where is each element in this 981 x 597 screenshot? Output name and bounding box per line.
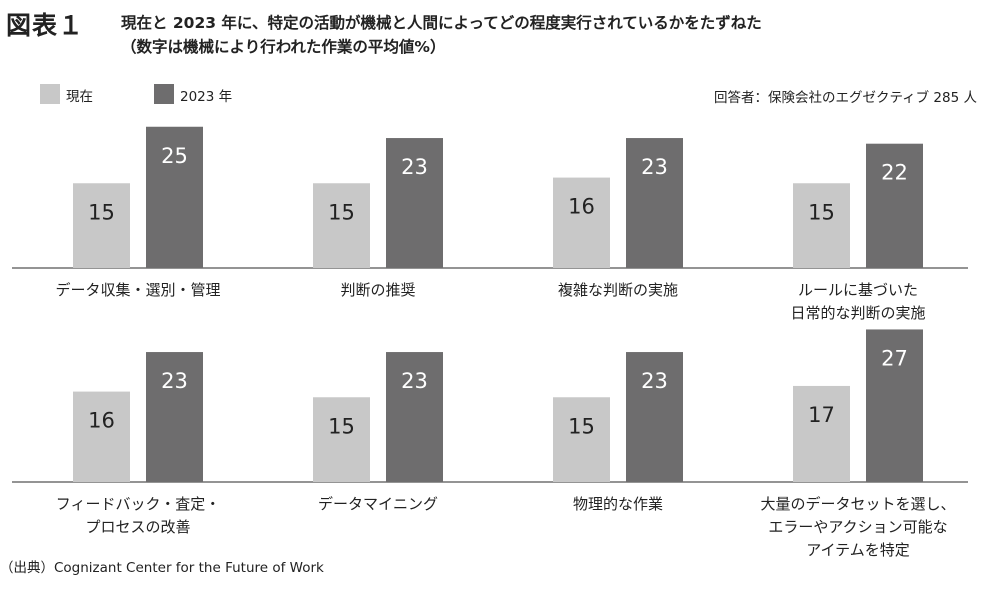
chart-title: 現在と 2023 年に、特定の活動が機械と人間によってどの程度実行されているかを…: [121, 11, 981, 59]
bar-current-2: [313, 183, 370, 268]
category-label-5-line-2: プロセスの改善: [85, 518, 190, 536]
bar-future-1: [146, 126, 203, 268]
bar-current-5: [73, 391, 130, 482]
bar-current-4: [793, 183, 850, 268]
category-label-8-line-2: エラーやアクション可能な: [768, 518, 947, 536]
category-label-5-line-1: フィードバック・査定・: [56, 495, 220, 513]
bar-current-3: [553, 177, 610, 268]
legend-label-future: 2023 年: [180, 89, 233, 105]
bar-current-1: [73, 183, 130, 268]
data-label-future-2: 23: [401, 155, 428, 179]
bar-future-8: [866, 329, 923, 482]
legend-swatch-current: [40, 84, 60, 104]
data-label-current-4: 15: [808, 200, 835, 224]
data-label-current-3: 16: [568, 195, 595, 219]
data-label-future-8: 27: [881, 346, 908, 370]
data-label-current-5: 16: [88, 409, 115, 433]
data-label-current-6: 15: [328, 414, 355, 438]
bar-current-8: [793, 385, 850, 482]
data-label-future-7: 23: [641, 369, 668, 393]
category-label-3: 複雑な判断の実施: [558, 281, 678, 299]
bar-future-7: [626, 352, 683, 482]
header: 図表１ 現在と 2023 年に、特定の活動が機械と人間によってどの程度実行されて…: [6, 4, 981, 60]
figure-label: 図表１: [6, 11, 85, 40]
bar-current-7: [553, 397, 610, 482]
data-label-current-1: 15: [88, 200, 115, 224]
data-label-current-2: 15: [328, 200, 355, 224]
data-label-future-6: 23: [401, 369, 428, 393]
bar-future-2: [386, 138, 443, 268]
bar-current-6: [313, 397, 370, 482]
bar-future-6: [386, 352, 443, 482]
data-label-future-4: 22: [881, 161, 908, 185]
category-label-4-line-1: ルールに基づいた: [798, 281, 918, 299]
data-label-future-3: 23: [641, 155, 668, 179]
data-label-current-8: 17: [808, 403, 835, 427]
data-label-current-7: 15: [568, 414, 595, 438]
data-label-future-5: 23: [161, 369, 188, 393]
respondents-note: 回答者：保険会社のエグゼクティブ 285 人: [713, 90, 977, 106]
category-label-1: データ収集・選別・管理: [55, 281, 220, 299]
category-label-7: 物理的な作業: [573, 495, 663, 513]
bar-future-4: [866, 143, 923, 268]
category-label-8-line-3: アイテムを特定: [806, 541, 910, 559]
title-line-1: 現在と 2023 年に、特定の活動が機械と人間によってどの程度実行されているかを…: [121, 14, 762, 32]
source-note: （出典）Cognizant Center for the Future of W…: [0, 560, 324, 576]
bar-future-5: [146, 352, 203, 482]
category-label-6: データマイニング: [318, 495, 438, 513]
title-line-2: （数字は機械により行われた作業の平均値%）: [121, 38, 446, 56]
category-label-4-line-2: 日常的な判断の実施: [790, 304, 925, 322]
bar-future-3: [626, 138, 683, 268]
legend-swatch-future: [154, 84, 174, 104]
category-label-2: 判断の推奨: [340, 281, 415, 299]
legend-label-current: 現在: [66, 89, 93, 105]
data-label-future-1: 25: [161, 144, 188, 168]
category-label-8-line-1: 大量のデータセットを選し、: [760, 495, 955, 513]
